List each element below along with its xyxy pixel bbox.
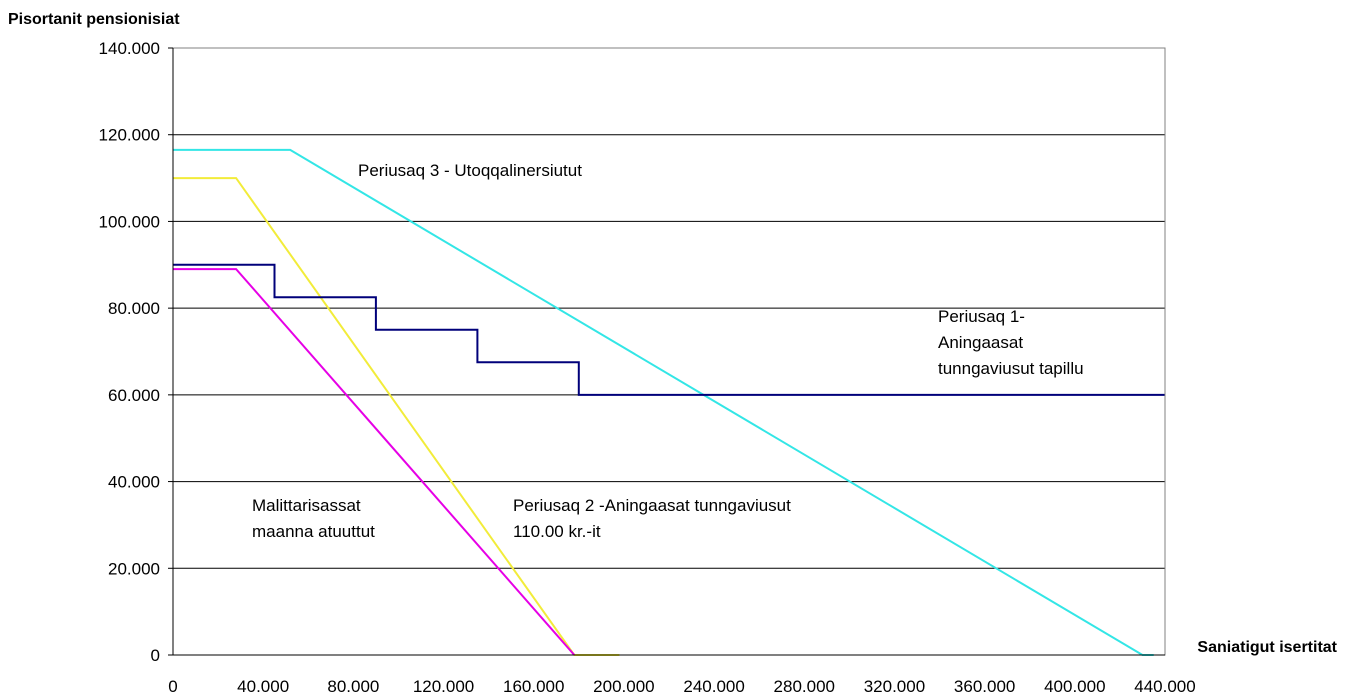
y-axis-title: Pisortanit pensionisiat	[8, 11, 180, 28]
y-tick-label: 140.000	[99, 39, 160, 58]
y-tick-label: 120.000	[99, 126, 160, 145]
series-line-periusaq-2	[173, 177, 620, 656]
series-line-malittarisassat	[173, 268, 576, 656]
ann-periusaq-1-line: tunngaviusut tapillu	[938, 359, 1084, 378]
series-lines	[173, 148, 1165, 656]
series-line-periusaq-1	[173, 263, 1165, 396]
x-tick-label: 200.000	[593, 677, 654, 696]
ann-periusaq-3-line: Periusaq 3 - Utoqqalinersiutut	[358, 161, 582, 180]
x-tick-label: 280.000	[774, 677, 835, 696]
y-tick-label: 20.000	[108, 559, 160, 578]
x-tick-label: 440.000	[1134, 677, 1195, 696]
x-tick-label: 80.000	[327, 677, 379, 696]
ann-periusaq-2-line: 110.00 kr.-it	[513, 522, 601, 541]
annotations: Periusaq 3 - Utoqqalinersiutut Periusaq 1…	[252, 161, 1084, 541]
ann-malittarisassat-line: Malittarisassat	[252, 496, 361, 515]
ann-periusaq-1-line: Periusaq 1-	[938, 307, 1025, 326]
ann-malittarisassat-line: maanna atuuttut	[252, 522, 375, 541]
x-tick-label: 240.000	[683, 677, 744, 696]
x-axis-title: Saniatigut isertitat	[1197, 639, 1337, 656]
series-line-periusaq-3	[173, 148, 1154, 656]
x-tick-label: 120.000	[413, 677, 474, 696]
y-tick-label: 60.000	[108, 386, 160, 405]
ann-periusaq-1-line: Aningaasat	[938, 333, 1023, 352]
x-tick-label: 400.000	[1044, 677, 1105, 696]
y-tick-label: 100.000	[99, 212, 160, 231]
y-tick-label: 80.000	[108, 299, 160, 318]
tick-labels: 0 20.000 40.000 60.000 80.000 100.000 120.000 1…	[99, 39, 1196, 696]
x-tick-label: 320.000	[864, 677, 925, 696]
y-tick-label: 40.000	[108, 473, 160, 492]
y-tick-label: 0	[151, 646, 160, 665]
x-tick-label: 0	[168, 677, 177, 696]
ann-periusaq-2-line: Periusaq 2 -Aningaasat tunngaviusut	[513, 496, 791, 515]
x-tick-label: 160.000	[503, 677, 564, 696]
x-tick-label: 360.000	[954, 677, 1015, 696]
x-tick-label: 40.000	[237, 677, 289, 696]
